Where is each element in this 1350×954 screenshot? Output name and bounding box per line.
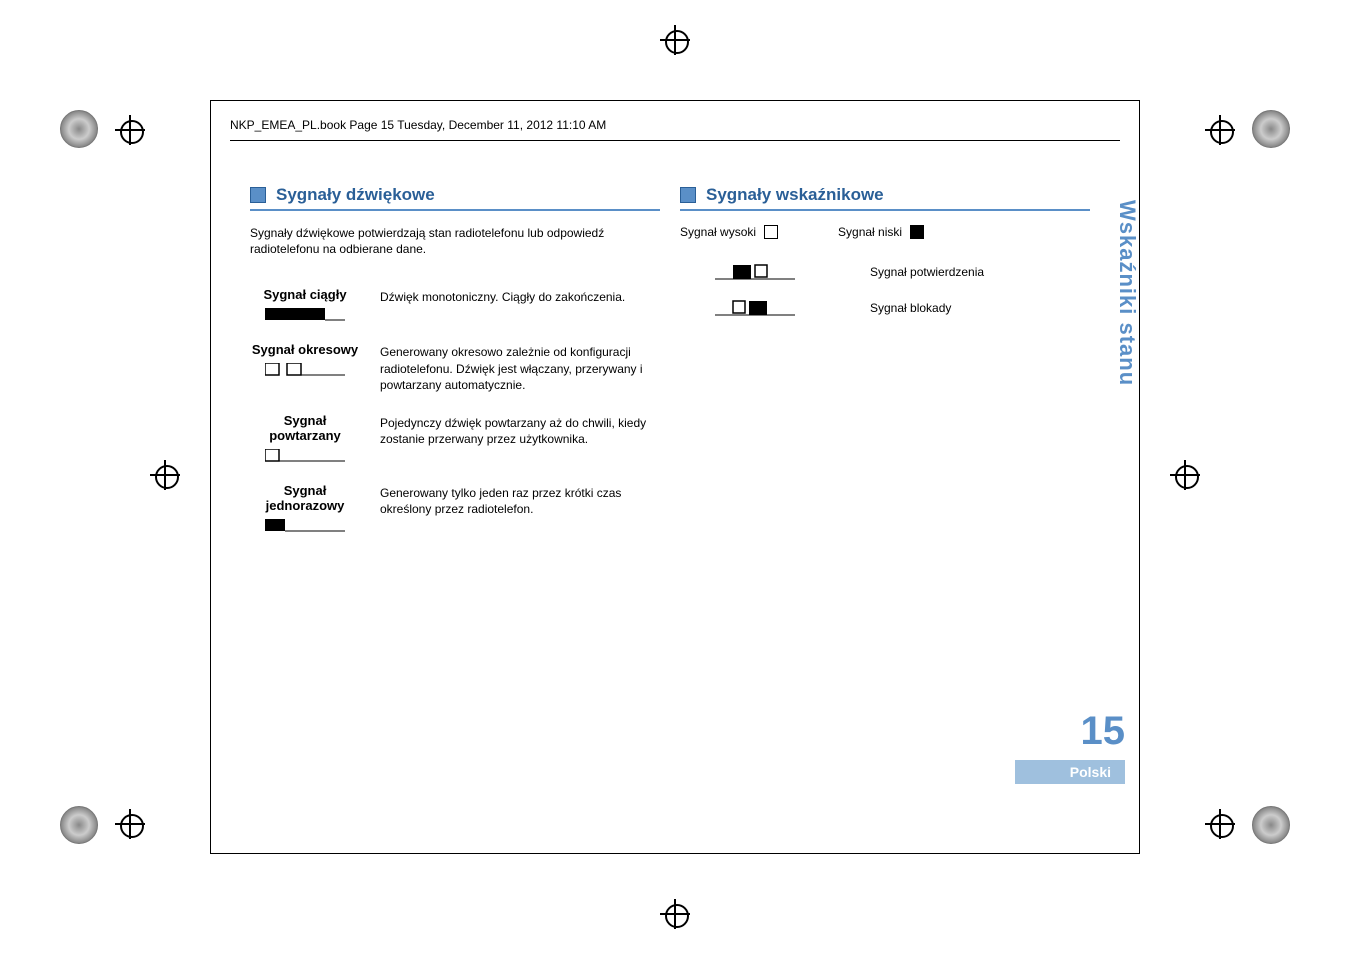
reg-mark-right bbox=[1170, 460, 1200, 490]
audio-label-periodic: Sygnał okresowy bbox=[250, 342, 360, 357]
legend-low-label: Sygnał niski bbox=[838, 225, 902, 239]
audio-desc-repeated: Pojedynczy dźwięk powtarzany aż do chwil… bbox=[380, 413, 660, 447]
indicator-lock-icon bbox=[680, 300, 830, 316]
waveform-single-icon bbox=[250, 519, 360, 533]
header-rule bbox=[230, 140, 1120, 141]
crop-corner-br bbox=[1252, 806, 1290, 844]
audio-desc-single: Generowany tylko jeden raz przez krótki … bbox=[380, 483, 660, 517]
reg-mark-inner-br bbox=[1205, 809, 1235, 839]
legend-high-label: Sygnał wysoki bbox=[680, 225, 756, 239]
audio-desc-continuous: Dźwięk monotoniczny. Ciągły do zakończen… bbox=[380, 287, 625, 305]
audio-label-repeated: Sygnał powtarzany bbox=[250, 413, 360, 443]
reg-mark-top bbox=[660, 25, 690, 55]
section-bullet-icon bbox=[250, 187, 266, 203]
audio-row-single: Sygnał jednorazowy Generowany tylko jede… bbox=[250, 483, 660, 533]
reg-mark-inner-tr bbox=[1205, 115, 1235, 145]
page-header: NKP_EMEA_PL.book Page 15 Tuesday, Decemb… bbox=[230, 118, 606, 132]
legend-low-icon bbox=[910, 225, 924, 239]
audio-row-repeated: Sygnał powtarzany Pojedynczy dźwięk powt… bbox=[250, 413, 660, 463]
waveform-repeated-icon bbox=[250, 449, 360, 463]
reg-mark-bottom bbox=[660, 899, 690, 929]
indicator-row-confirm: Sygnał potwierdzenia bbox=[680, 264, 1090, 280]
indicator-confirm-label: Sygnał potwierdzenia bbox=[870, 265, 984, 279]
indicator-legend: Sygnał wysoki Sygnał niski bbox=[680, 225, 1090, 239]
crop-corner-bl bbox=[60, 806, 98, 844]
section-intro-audio: Sygnały dźwiękowe potwierdzają stan radi… bbox=[250, 225, 660, 257]
audio-label-continuous: Sygnał ciągły bbox=[250, 287, 360, 302]
reg-mark-inner-tl bbox=[115, 115, 145, 145]
waveform-continuous-icon bbox=[250, 308, 360, 322]
audio-label-single: Sygnał jednorazowy bbox=[250, 483, 360, 513]
reg-mark-inner-bl bbox=[115, 809, 145, 839]
section-title-indicator: Sygnały wskaźnikowe bbox=[706, 185, 884, 205]
audio-row-continuous: Sygnał ciągły Dźwięk monotoniczny. Ciągł… bbox=[250, 287, 660, 322]
audio-desc-periodic: Generowany okresowo zależnie od konfigur… bbox=[380, 342, 660, 393]
page-number: 15 bbox=[1015, 709, 1125, 754]
crop-corner-tr bbox=[1252, 110, 1290, 148]
indicator-row-lock: Sygnał blokady bbox=[680, 300, 1090, 316]
section-heading-audio: Sygnały dźwiękowe bbox=[250, 185, 660, 211]
indicator-confirm-icon bbox=[680, 264, 830, 280]
legend-high-icon bbox=[764, 225, 778, 239]
section-title-audio: Sygnały dźwiękowe bbox=[276, 185, 435, 205]
section-bullet-icon bbox=[680, 187, 696, 203]
audio-row-periodic: Sygnał okresowy Generowany okresowo zale… bbox=[250, 342, 660, 393]
side-tab-label: Wskaźniki stanu bbox=[1114, 200, 1140, 386]
language-badge: Polski bbox=[1015, 760, 1125, 784]
indicator-lock-label: Sygnał blokady bbox=[870, 301, 951, 315]
crop-corner-tl bbox=[60, 110, 98, 148]
waveform-periodic-icon bbox=[250, 363, 360, 377]
reg-mark-left bbox=[150, 460, 180, 490]
section-heading-indicator: Sygnały wskaźnikowe bbox=[680, 185, 1090, 211]
